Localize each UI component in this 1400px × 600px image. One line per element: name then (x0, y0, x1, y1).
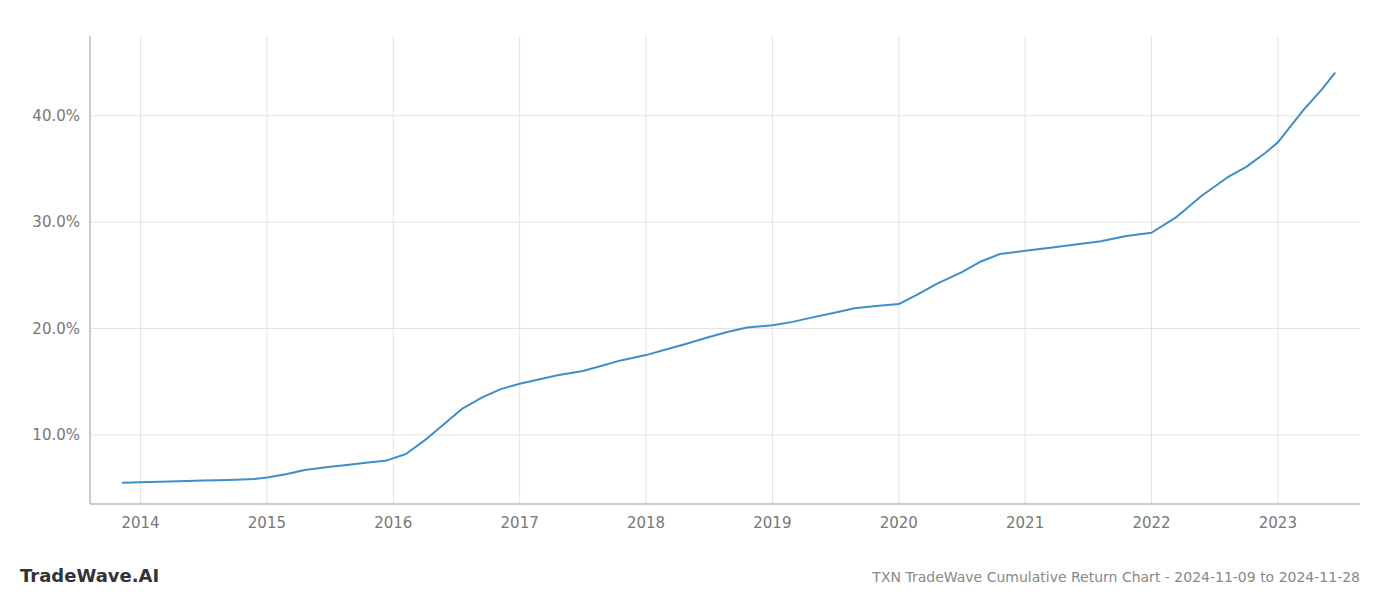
grid-line-x (393, 36, 394, 504)
grid-line-x (898, 36, 899, 504)
x-tick-label: 2014 (121, 514, 159, 532)
axes: 2014 2015 2016 2017 2018 2019 2020 2021 2022 2023… (32, 36, 1360, 532)
grid-line-y (90, 115, 1360, 116)
chart: 2014 2015 2016 2017 2018 2019 2020 2021 2022 2023… (0, 0, 1400, 600)
x-tick-label: 2019 (753, 514, 791, 532)
y-tick-label: 30.0% (32, 213, 80, 231)
data-line (123, 73, 1335, 483)
grid-line-y (90, 434, 1360, 435)
x-tick-label: 2016 (374, 514, 412, 532)
y-tick-label: 20.0% (32, 320, 80, 338)
x-tick-label: 2015 (248, 514, 286, 532)
x-tick-label: 2021 (1006, 514, 1044, 532)
grid-line-x (519, 36, 520, 504)
grid-line-y (90, 328, 1360, 329)
grid-line-x (266, 36, 267, 504)
grid-line-x (1277, 36, 1278, 504)
grid-line-x (772, 36, 773, 504)
x-tick-label: 2022 (1132, 514, 1170, 532)
texts: TXN TradeWave Cumulative Return Chart - … (20, 565, 1360, 586)
watermark: TradeWave.AI (20, 565, 159, 586)
grid-line-x (646, 36, 647, 504)
y-tick-label: 40.0% (32, 107, 80, 125)
y-axis-line (90, 36, 91, 504)
grid-line-x (140, 36, 141, 504)
grid-line-x (1025, 36, 1026, 504)
grid (90, 36, 1360, 504)
x-tick-label: 2017 (501, 514, 539, 532)
x-axis-line (90, 504, 1360, 505)
title: TXN TradeWave Cumulative Return Chart - … (871, 569, 1360, 585)
x-tick-label: 2018 (627, 514, 665, 532)
x-tick-label: 2020 (880, 514, 918, 532)
page: {"chart_data": {"type": "line", "title":… (0, 0, 1400, 600)
grid-line-x (1151, 36, 1152, 504)
x-tick-label: 2023 (1259, 514, 1297, 532)
plot-area (123, 73, 1335, 483)
y-tick-label: 10.0% (32, 426, 80, 444)
